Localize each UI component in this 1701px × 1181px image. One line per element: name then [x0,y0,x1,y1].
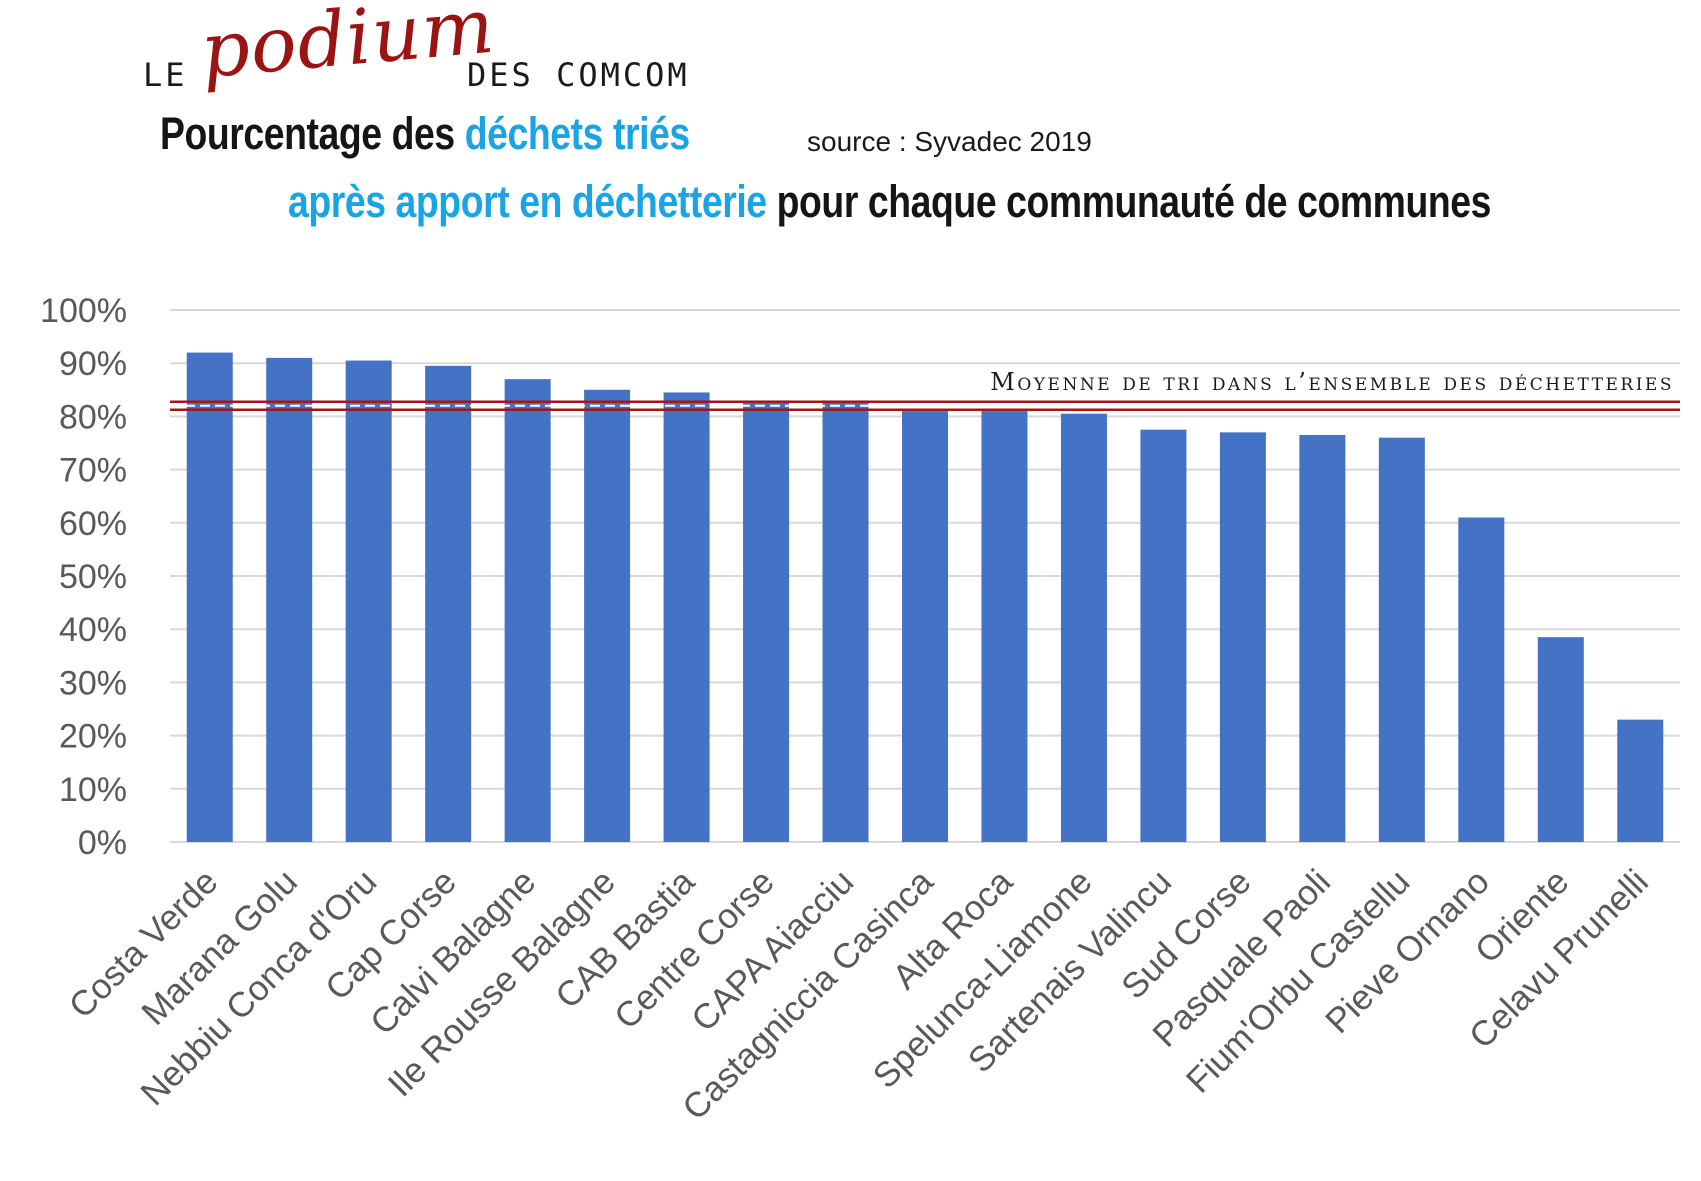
bar [1060,413,1107,842]
header-le: LE [143,56,188,94]
bar [504,379,551,842]
bar [425,365,472,842]
bar [584,389,631,842]
bar [902,411,948,842]
bar [1617,719,1664,842]
source-note: source : Syvadec 2019 [807,126,1092,157]
y-tick-label: 60% [59,505,127,543]
title-line-2-highlight: après apport en déchetterie [288,176,767,227]
y-tick-label: 80% [59,398,127,436]
bar [743,400,790,842]
bar [1299,435,1346,842]
bar [1537,637,1584,842]
bar [981,411,1028,842]
title-line-1-text: Pourcentage des [160,108,455,159]
bar [663,392,710,842]
bar [1458,517,1505,842]
title-line-1: Pourcentage des déchets triés [160,108,690,160]
y-tick-label: 10% [59,771,127,809]
bar [1378,437,1425,842]
title-line-2: après apport en déchetterie pour chaque … [288,176,1491,228]
y-tick-label: 50% [59,558,127,596]
y-tick-label: 20% [59,718,127,756]
bar [345,360,392,842]
bar [186,352,233,842]
average-label: Moyenne de tri dans l’ensemble des déche… [990,368,1674,396]
title-line-1-highlight: déchets triés [464,108,690,159]
y-tick-label: 0% [78,824,127,862]
y-tick-label: 70% [59,452,127,490]
y-tick-label: 40% [59,611,127,649]
header-des-comcom: DES COMCOM [467,56,690,94]
y-tick-label: 100% [40,292,127,330]
y-tick-label: 90% [59,345,127,383]
y-tick-label: 30% [59,664,127,702]
bar [1140,429,1187,842]
bar [1219,432,1266,842]
bar [822,400,869,842]
title-line-2-text: pour chaque communauté de communes [776,176,1492,227]
bar [266,357,313,842]
